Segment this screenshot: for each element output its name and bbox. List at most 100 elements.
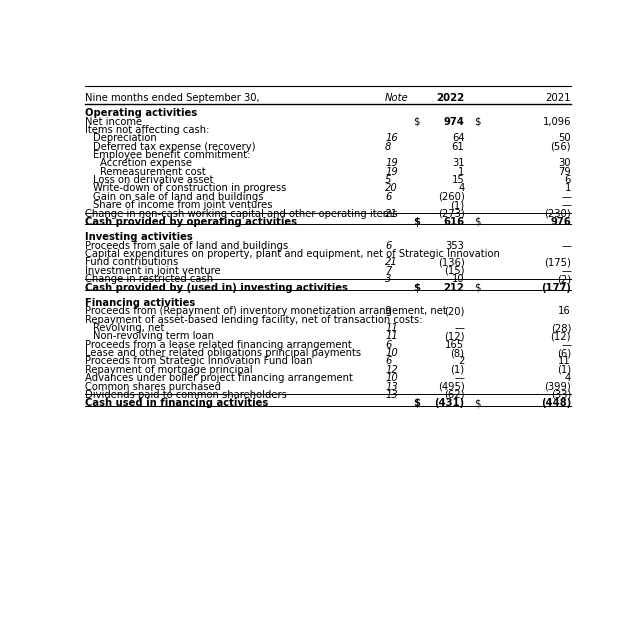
Text: $: $	[413, 117, 420, 127]
Text: (1): (1)	[451, 200, 465, 210]
Text: 16: 16	[558, 306, 571, 316]
Text: 2022: 2022	[436, 93, 465, 103]
Text: Advances under boiler project financing arrangement: Advances under boiler project financing …	[85, 373, 353, 383]
Text: (62): (62)	[444, 390, 465, 400]
Text: Remeasurement cost: Remeasurement cost	[100, 167, 205, 177]
Text: Change in restricted cash: Change in restricted cash	[85, 274, 213, 284]
Text: Proceeds from a lease related financing arrangement: Proceeds from a lease related financing …	[85, 339, 352, 350]
Text: 6: 6	[385, 357, 392, 367]
Text: $: $	[474, 398, 481, 408]
Text: 1: 1	[458, 167, 465, 177]
Text: —: —	[454, 323, 465, 333]
Text: 10: 10	[385, 373, 398, 383]
Text: Capital expenditures on property, plant and equipment, net of Strategic Innovati: Capital expenditures on property, plant …	[85, 249, 500, 259]
Text: 11: 11	[558, 357, 571, 367]
Text: 1: 1	[564, 184, 571, 194]
Text: (175): (175)	[544, 257, 571, 268]
Text: (273): (273)	[438, 209, 465, 218]
Text: (1): (1)	[451, 365, 465, 375]
Text: 6: 6	[385, 241, 392, 251]
Text: (2): (2)	[557, 274, 571, 284]
Text: 19: 19	[385, 167, 398, 177]
Text: 64: 64	[452, 133, 465, 143]
Text: 16: 16	[385, 133, 398, 143]
Text: —: —	[561, 200, 571, 210]
Text: Cash provided by operating activities: Cash provided by operating activities	[85, 217, 297, 227]
Text: 4: 4	[458, 184, 465, 194]
Text: $: $	[474, 283, 481, 293]
Text: 21: 21	[385, 257, 398, 268]
Text: Note: Note	[385, 93, 409, 103]
Text: 6: 6	[564, 175, 571, 185]
Text: 6: 6	[385, 192, 392, 202]
Text: 353: 353	[445, 241, 465, 251]
Text: $: $	[474, 117, 481, 127]
Text: Non-revolving term loan: Non-revolving term loan	[93, 331, 214, 341]
Text: Loss on derivative asset: Loss on derivative asset	[93, 175, 213, 185]
Text: Fund contributions: Fund contributions	[85, 257, 178, 268]
Text: 2: 2	[458, 357, 465, 367]
Text: —: —	[454, 373, 465, 383]
Text: (20): (20)	[444, 306, 465, 316]
Text: $: $	[474, 217, 481, 227]
Text: (495): (495)	[438, 382, 465, 392]
Text: (230): (230)	[545, 209, 571, 218]
Text: $: $	[413, 283, 420, 293]
Text: (136): (136)	[438, 257, 465, 268]
Text: Write-down of construction in progress: Write-down of construction in progress	[93, 184, 286, 194]
Text: 212: 212	[444, 283, 465, 293]
Text: Items not affecting cash:: Items not affecting cash:	[85, 125, 209, 135]
Text: 61: 61	[452, 142, 465, 151]
Text: (15): (15)	[444, 266, 465, 276]
Text: 11: 11	[385, 323, 398, 333]
Text: 20: 20	[385, 184, 398, 194]
Text: 7: 7	[385, 266, 392, 276]
Text: (177): (177)	[541, 283, 571, 293]
Text: Operating activities: Operating activities	[85, 109, 197, 118]
Text: Cash provided by (used in) investing activities: Cash provided by (used in) investing act…	[85, 283, 348, 293]
Text: $: $	[413, 398, 420, 408]
Text: (431): (431)	[435, 398, 465, 408]
Text: Nine months ended September 30,: Nine months ended September 30,	[85, 93, 260, 103]
Text: 11: 11	[385, 331, 398, 341]
Text: 5: 5	[385, 175, 392, 185]
Text: 13: 13	[385, 382, 398, 392]
Text: (28): (28)	[550, 323, 571, 333]
Text: 50: 50	[559, 133, 571, 143]
Text: 31: 31	[452, 158, 465, 168]
Text: 10: 10	[385, 348, 398, 358]
Text: 10: 10	[452, 274, 465, 284]
Text: Depreciation: Depreciation	[93, 133, 157, 143]
Text: Accretion expense: Accretion expense	[100, 158, 192, 168]
Text: (399): (399)	[544, 382, 571, 392]
Text: Proceeds from sale of land and buildings: Proceeds from sale of land and buildings	[85, 241, 288, 251]
Text: 974: 974	[444, 117, 465, 127]
Text: 19: 19	[385, 158, 398, 168]
Text: 165: 165	[445, 339, 465, 350]
Text: —: —	[561, 266, 571, 276]
Text: —: —	[561, 192, 571, 202]
Text: (448): (448)	[541, 398, 571, 408]
Text: Lease and other related obligations principal payments: Lease and other related obligations prin…	[85, 348, 361, 358]
Text: Common shares purchased: Common shares purchased	[85, 382, 221, 392]
Text: 616: 616	[444, 217, 465, 227]
Text: 4: 4	[564, 373, 571, 383]
Text: Deferred tax expense (recovery): Deferred tax expense (recovery)	[93, 142, 255, 151]
Text: Investing activities: Investing activities	[85, 232, 193, 242]
Text: Gain on sale of land and buildings: Gain on sale of land and buildings	[93, 192, 264, 202]
Text: (1): (1)	[557, 365, 571, 375]
Text: 21: 21	[385, 209, 398, 218]
Text: Dividends paid to common shareholders: Dividends paid to common shareholders	[85, 390, 287, 400]
Text: (12): (12)	[444, 331, 465, 341]
Text: Employee benefit commitment:: Employee benefit commitment:	[93, 150, 250, 160]
Text: Investment in joint venture: Investment in joint venture	[85, 266, 221, 276]
Text: 9: 9	[385, 306, 392, 316]
Text: Financing activities: Financing activities	[85, 298, 195, 308]
Text: 30: 30	[559, 158, 571, 168]
Text: —: —	[561, 339, 571, 350]
Text: 12: 12	[385, 365, 398, 375]
Text: (260): (260)	[438, 192, 465, 202]
Text: (12): (12)	[550, 331, 571, 341]
Text: (8): (8)	[451, 348, 465, 358]
Text: (56): (56)	[550, 142, 571, 151]
